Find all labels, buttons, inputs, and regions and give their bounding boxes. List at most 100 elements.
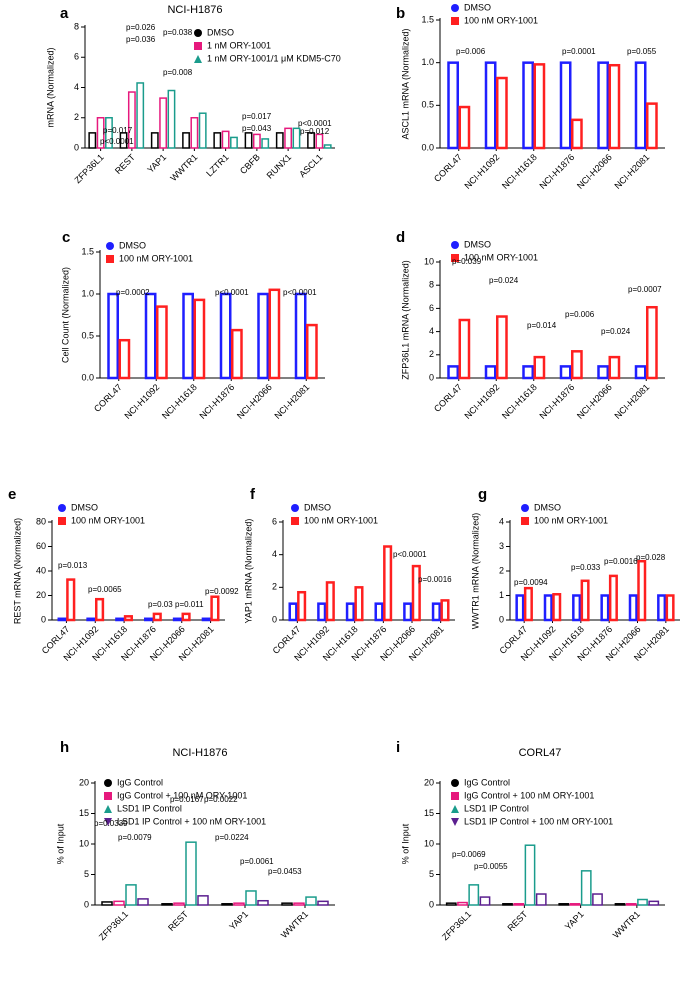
legend-label: LSD1 IP Control + 100 nM ORY-1001 — [117, 816, 266, 826]
bar — [173, 902, 185, 906]
y-tick-label: 4 — [272, 549, 277, 559]
x-tick-label: NCI-H2081 — [612, 152, 651, 191]
y-tick-label: 1.0 — [421, 57, 434, 67]
x-tick-label: WWTR1 — [611, 909, 642, 940]
panel-letter: c — [62, 229, 70, 246]
bar — [580, 579, 590, 622]
bar — [523, 586, 533, 622]
bar — [496, 315, 508, 380]
legend-marker — [451, 254, 459, 262]
y-tick-label: 0.0 — [421, 142, 434, 152]
y-tick-label: 2 — [429, 349, 434, 359]
legend-marker — [521, 517, 529, 525]
y-axis-label: mRNA (Normalized) — [45, 47, 55, 127]
bar — [484, 365, 497, 380]
p-value: p=0.026 — [126, 23, 156, 32]
legend-marker — [451, 17, 459, 25]
p-value: p=0.024 — [489, 276, 519, 285]
p-value: p=0.043 — [242, 124, 272, 133]
bar — [231, 328, 243, 380]
p-value: p=0.024 — [601, 327, 631, 336]
chart-title: NCI-H1876 — [167, 4, 222, 16]
bar — [161, 903, 173, 906]
bar — [524, 844, 536, 906]
bar — [245, 890, 257, 906]
x-tick-label: LZTR1 — [204, 152, 231, 179]
y-tick-label: 6 — [272, 516, 277, 526]
legend-label: DMSO — [119, 240, 146, 250]
bar — [317, 602, 327, 622]
p-value: p=0.0022 — [204, 795, 238, 804]
y-tick-label: 2 — [272, 582, 277, 592]
bar — [592, 893, 603, 906]
y-tick-label: 8 — [429, 280, 434, 290]
bar — [468, 884, 480, 906]
bar — [648, 900, 660, 906]
bar — [107, 292, 119, 380]
bar — [198, 112, 207, 149]
p-value: p=0.039 — [452, 257, 482, 266]
y-tick-label: 10 — [424, 838, 434, 848]
bar — [221, 130, 230, 149]
bar — [634, 61, 647, 150]
y-tick-label: 60 — [36, 541, 46, 551]
x-tick-label: CORL47 — [92, 382, 124, 414]
bar — [181, 612, 191, 622]
bar — [657, 594, 667, 622]
bar — [136, 82, 145, 149]
y-tick-label: 20 — [424, 777, 434, 787]
legend-marker — [106, 255, 114, 263]
legend-label: LSD1 IP Control — [464, 803, 529, 813]
legend-label: 100 nM ORY-1001 — [464, 252, 538, 262]
bar — [193, 298, 206, 380]
y-tick-label: 0 — [429, 372, 434, 382]
bar — [345, 602, 355, 622]
y-tick-label: 20 — [79, 777, 89, 787]
legend-label: 1 nM ORY-1001/1 μM KDM5-C70 — [207, 53, 341, 63]
y-tick-label: 0.5 — [81, 330, 94, 340]
y-axis-label: WWTR1 mRNA (Normalized) — [470, 513, 480, 630]
legend-label: 1 nM ORY-1001 — [207, 40, 271, 50]
legend-label: 100 nM ORY-1001 — [464, 15, 538, 25]
y-axis-label: Cell Count (Normalized) — [60, 267, 70, 363]
bar — [244, 132, 253, 149]
legend-marker — [104, 779, 112, 787]
bar — [447, 61, 459, 150]
legend-label: IgG Control — [117, 777, 163, 787]
bar — [305, 896, 317, 906]
bar — [268, 288, 281, 380]
bar — [317, 900, 329, 906]
p-value: p<0.0001 — [393, 550, 427, 559]
bar — [257, 292, 269, 380]
p-value: p=0.013 — [58, 561, 88, 570]
p-value: p<0.0001 — [298, 119, 332, 128]
bar — [608, 355, 621, 380]
legend-marker — [521, 504, 529, 512]
panel-letter: d — [396, 229, 405, 246]
legend-label: IgG Control + 100 nM ORY-1001 — [464, 790, 594, 800]
x-tick-label: NCI-H1876 — [197, 382, 236, 421]
x-tick-label: ASCL1 — [297, 152, 324, 179]
p-value: p=0.017 — [103, 126, 133, 135]
y-axis-label: ASCL1 mRNA (Normalized) — [400, 28, 410, 139]
y-tick-label: 0 — [84, 899, 89, 909]
panel-letter: g — [478, 486, 487, 503]
bar — [513, 903, 525, 906]
p-value: p=0.0079 — [118, 833, 152, 842]
y-tick-label: 20 — [36, 590, 46, 600]
legend-label: DMSO — [207, 27, 234, 37]
bar — [543, 594, 553, 622]
x-tick-label: NCI-H1092 — [462, 152, 501, 191]
y-tick-label: 40 — [36, 565, 46, 575]
y-tick-label: 0.0 — [81, 372, 94, 382]
y-axis-label: % of Input — [55, 823, 65, 864]
bar — [580, 870, 592, 906]
p-value: p=0.033 — [571, 563, 601, 572]
x-tick-label: NCI-H1092 — [122, 382, 161, 421]
bar — [210, 595, 220, 622]
bar — [127, 91, 136, 149]
p-value: p=0.0061 — [240, 857, 274, 866]
bar — [597, 61, 609, 150]
x-tick-label: WWTR1 — [279, 909, 310, 940]
p-value: p=0.006 — [565, 310, 595, 319]
